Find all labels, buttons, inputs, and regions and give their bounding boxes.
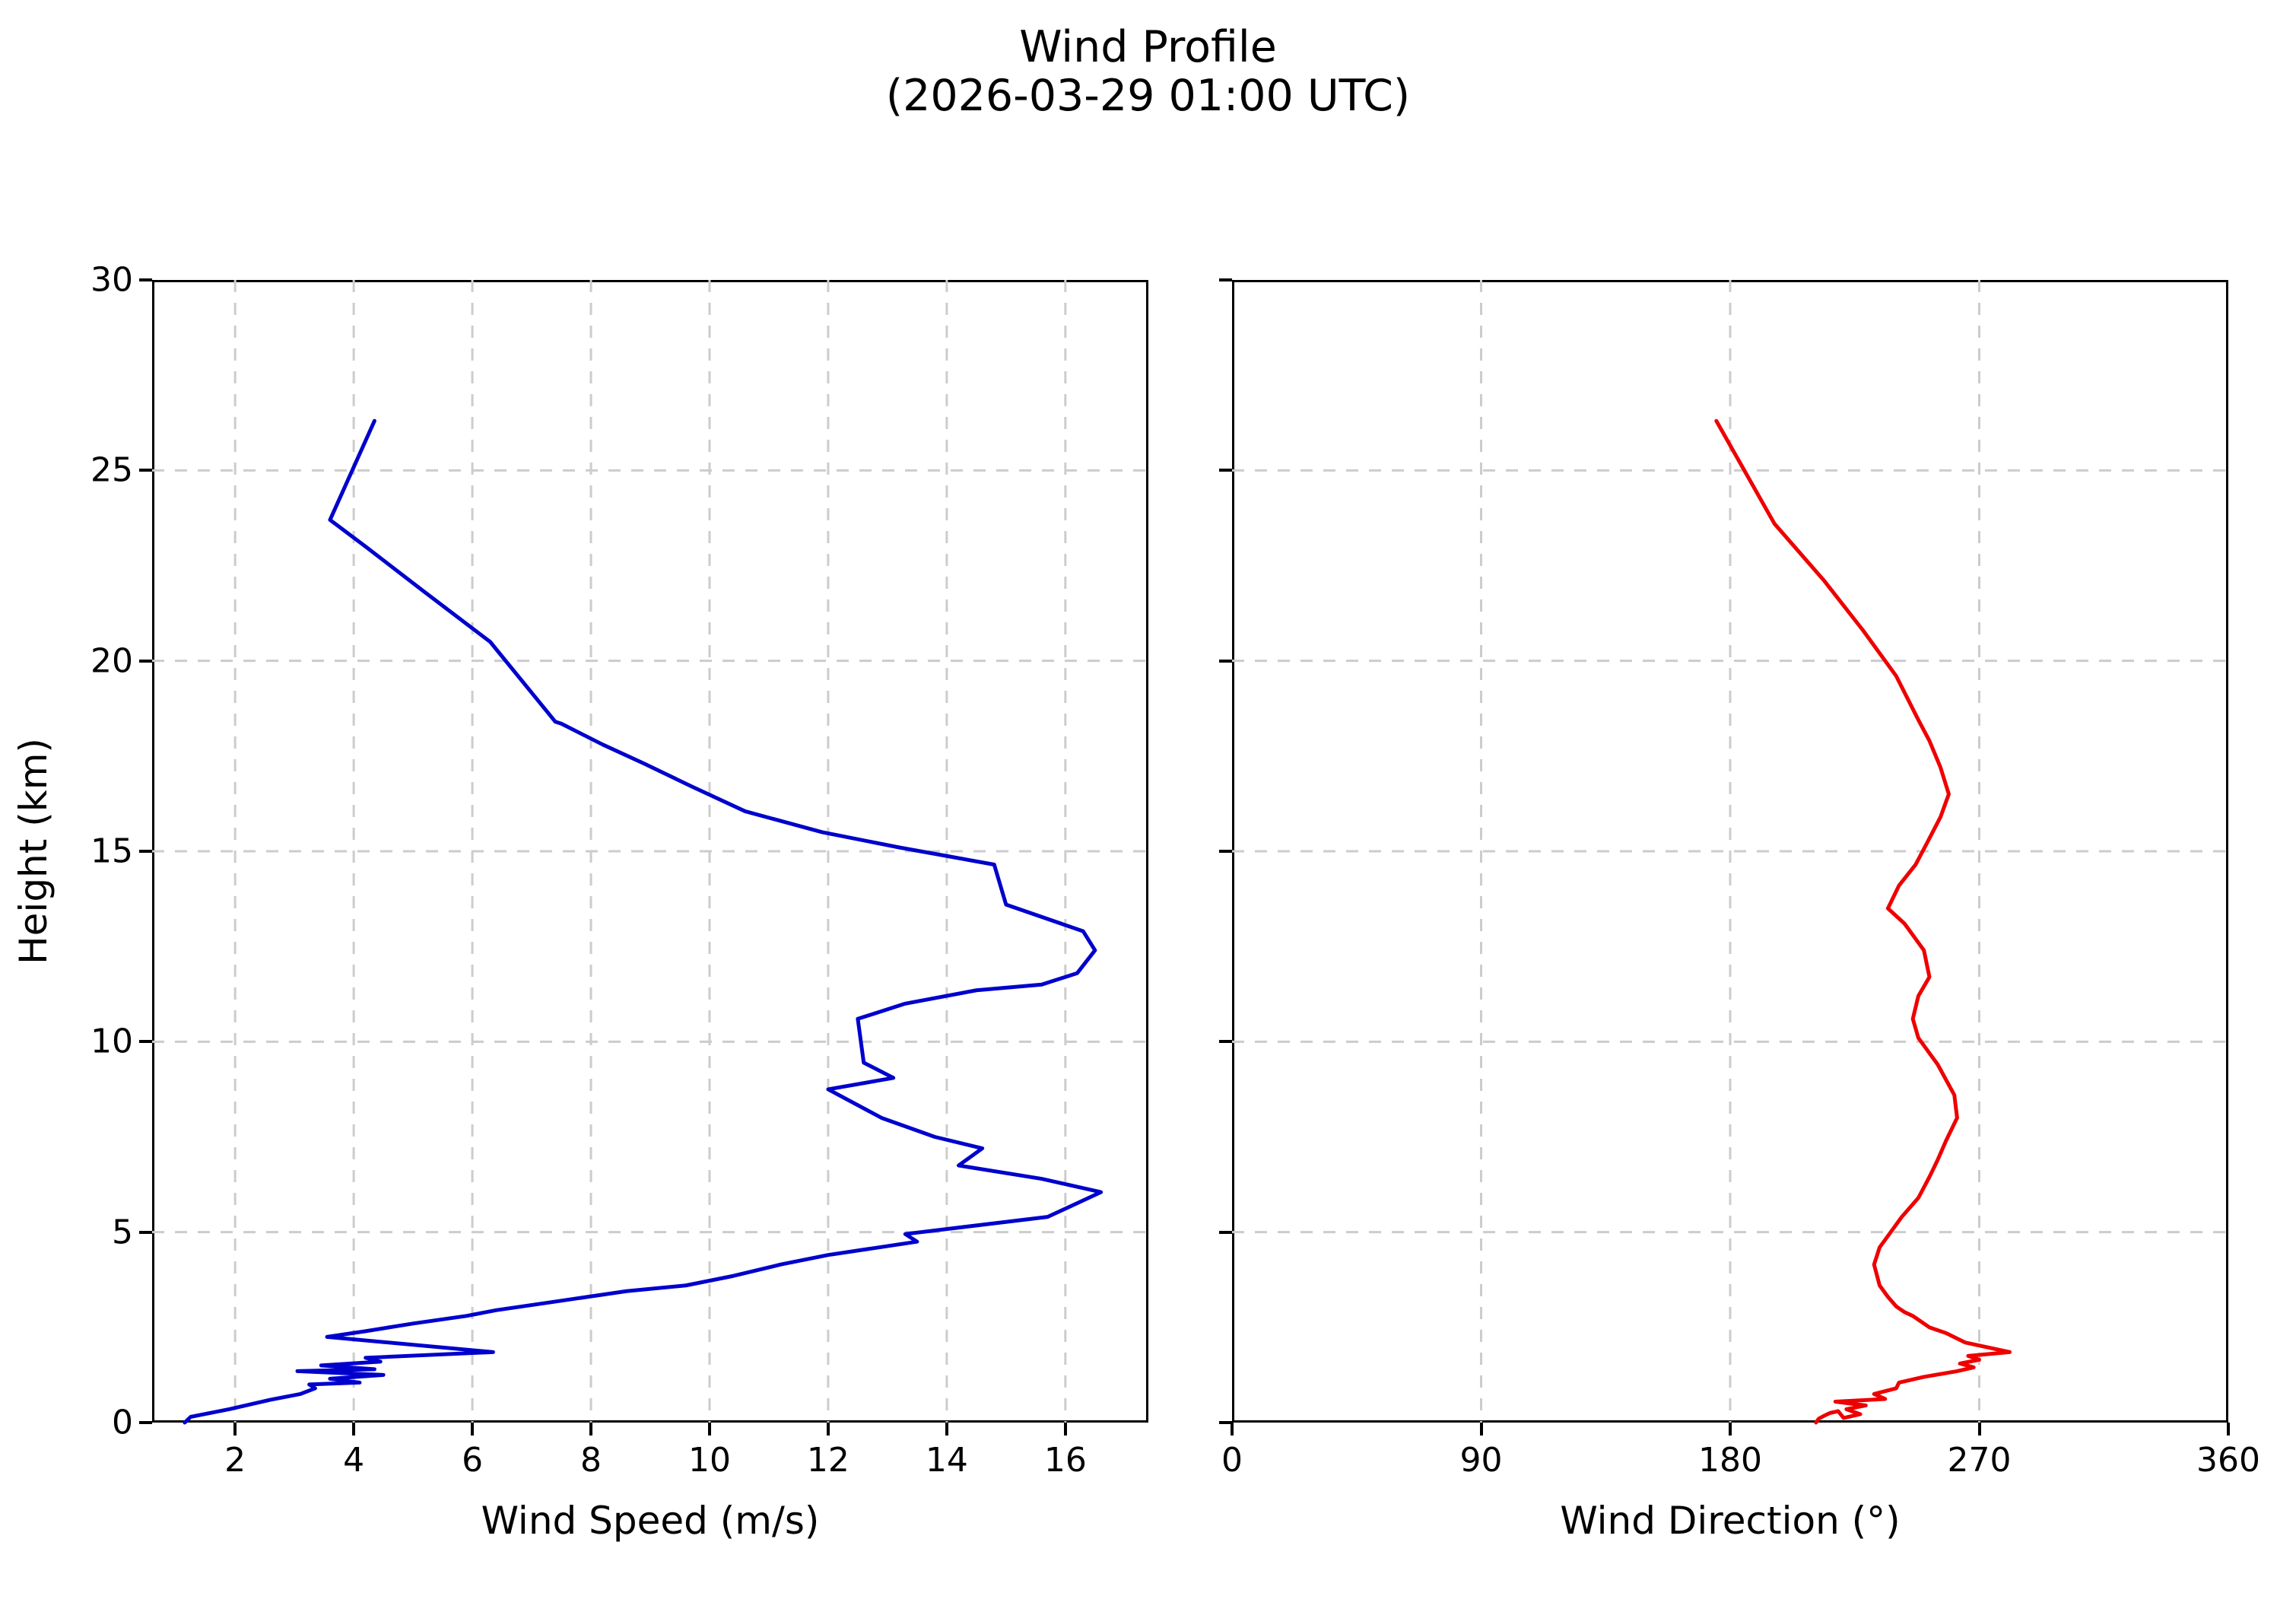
y-tick-label: 5 [112, 1213, 133, 1252]
x-tick-label: 270 [1947, 1441, 2012, 1480]
y-tick-mark [139, 1421, 152, 1424]
y-tick-mark [139, 659, 152, 663]
x-tick-mark [1479, 1423, 1483, 1436]
y-tick-mark [1219, 1040, 1232, 1044]
y-tick-label: 25 [91, 450, 133, 490]
x-tick-label: 10 [688, 1441, 731, 1480]
y-tick-mark [139, 850, 152, 853]
x-tick-mark [826, 1423, 830, 1436]
x-tick-mark [2227, 1423, 2230, 1436]
x-tick-label: 180 [1698, 1441, 1762, 1480]
y-tick-mark [1219, 1230, 1232, 1234]
y-tick-mark [1219, 659, 1232, 663]
x-tick-label: 8 [580, 1441, 602, 1480]
x-tick-label: 0 [1221, 1441, 1243, 1480]
y-tick-mark [1219, 278, 1232, 281]
wind-direction-plot-area [1232, 280, 2228, 1425]
x-tick-label: 12 [806, 1441, 849, 1480]
y-axis-title: Height (km) [11, 738, 56, 965]
wind-direction-panel [1232, 280, 2228, 1425]
x-tick-mark [1977, 1423, 1981, 1436]
figure-title: Wind Profile (2026-03-29 01:00 UTC) [885, 22, 1411, 122]
x-tick-label: 14 [925, 1441, 968, 1480]
x-tick-mark [707, 1423, 711, 1436]
x-tick-label: 16 [1043, 1441, 1087, 1480]
x-tick-label: 90 [1459, 1441, 1503, 1480]
x-tick-mark [1063, 1423, 1067, 1436]
y-tick-mark [139, 1040, 152, 1044]
wind-speed-plot-area [152, 280, 1148, 1425]
x-tick-mark [945, 1423, 948, 1436]
x-tick-mark [233, 1423, 237, 1436]
x-tick-mark [589, 1423, 593, 1436]
y-tick-label: 10 [91, 1022, 133, 1061]
x-axis-title: Wind Direction (°) [1560, 1499, 1901, 1543]
y-tick-label: 15 [91, 831, 133, 871]
x-tick-mark [1231, 1423, 1234, 1436]
y-tick-label: 30 [91, 260, 133, 300]
y-tick-mark [1219, 469, 1232, 472]
x-tick-label: 6 [462, 1441, 484, 1480]
y-tick-label: 0 [112, 1403, 133, 1442]
y-tick-mark [1219, 1421, 1232, 1424]
x-tick-label: 360 [2196, 1441, 2260, 1480]
x-tick-label: 2 [224, 1441, 246, 1480]
y-tick-mark [139, 278, 152, 281]
x-axis-title: Wind Speed (m/s) [481, 1499, 820, 1543]
x-tick-mark [352, 1423, 356, 1436]
x-tick-mark [1729, 1423, 1732, 1436]
y-tick-mark [139, 469, 152, 472]
wind-speed-panel [152, 280, 1148, 1425]
x-tick-mark [471, 1423, 475, 1436]
x-tick-label: 4 [343, 1441, 365, 1480]
y-tick-label: 20 [91, 641, 133, 681]
y-tick-mark [1219, 850, 1232, 853]
y-tick-mark [139, 1230, 152, 1234]
